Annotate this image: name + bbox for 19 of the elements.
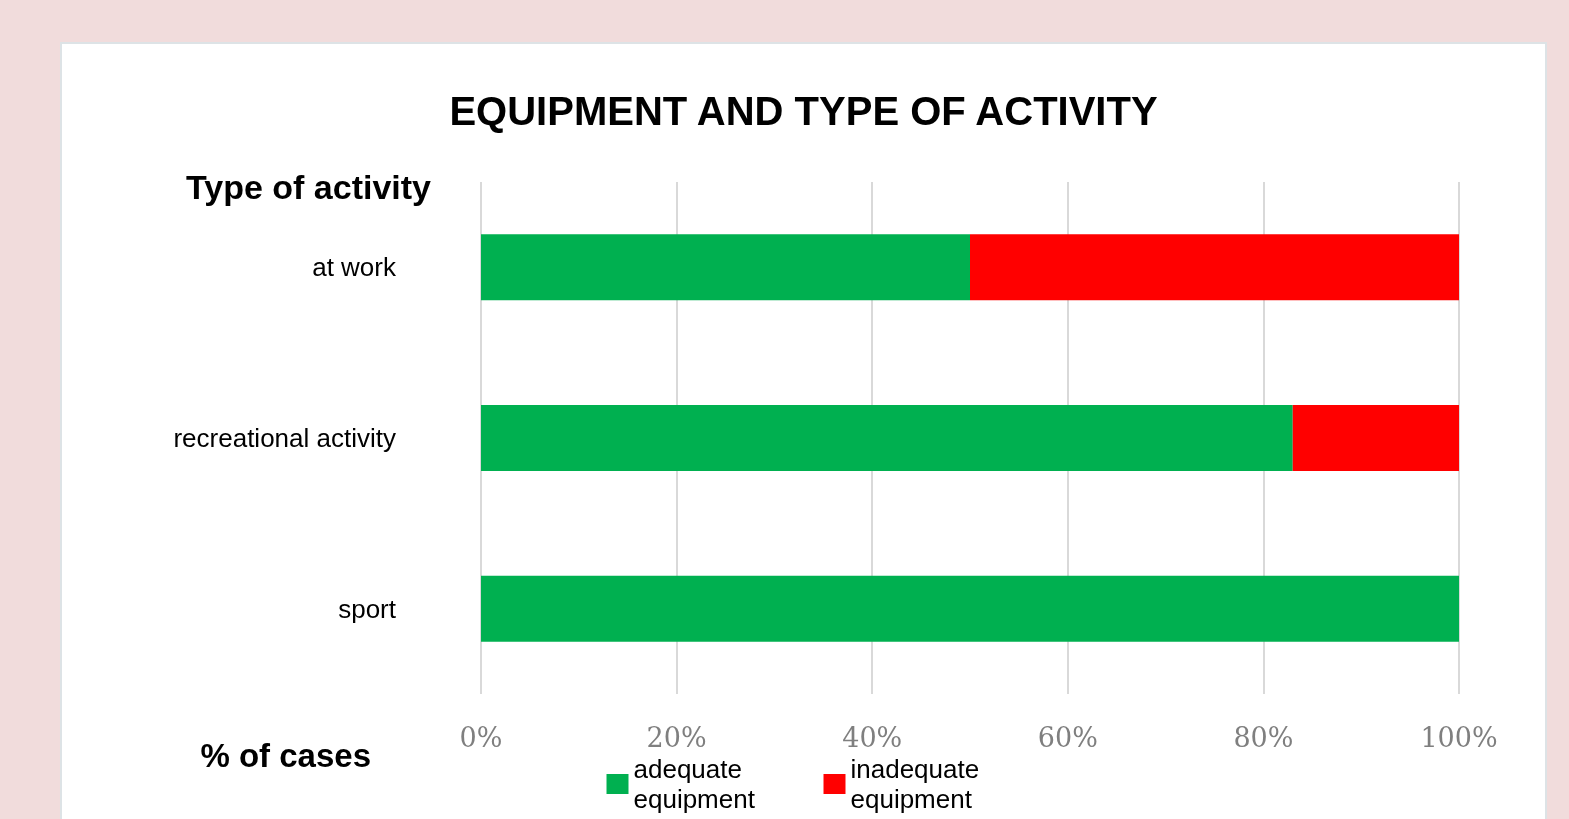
y-tick-label: at work [312, 252, 397, 283]
bar [1292, 405, 1459, 471]
bar [481, 405, 1293, 471]
y-tick-label: recreational activity [173, 423, 396, 453]
x-tick-label: 40% [842, 722, 903, 753]
x-tick-label: 80% [1233, 722, 1294, 753]
chart-title: EQUIPMENT AND TYPE OF ACTIVITY [449, 89, 1158, 133]
x-tick-label: 0% [459, 722, 503, 753]
x-axis-title: % of cases [200, 737, 371, 774]
legend-label: inadequate equipment [850, 754, 987, 814]
legend-label: adequate equipment [633, 754, 756, 814]
bar [481, 575, 1459, 642]
x-tick-label: 60% [1037, 722, 1098, 753]
x-tick-label: 100% [1420, 722, 1498, 753]
y-axis-title: Type of activity [186, 168, 432, 206]
y-tick-label: sport [338, 593, 397, 624]
bar [481, 234, 970, 301]
x-tick-label: 20% [646, 722, 707, 753]
bar [970, 234, 1459, 301]
